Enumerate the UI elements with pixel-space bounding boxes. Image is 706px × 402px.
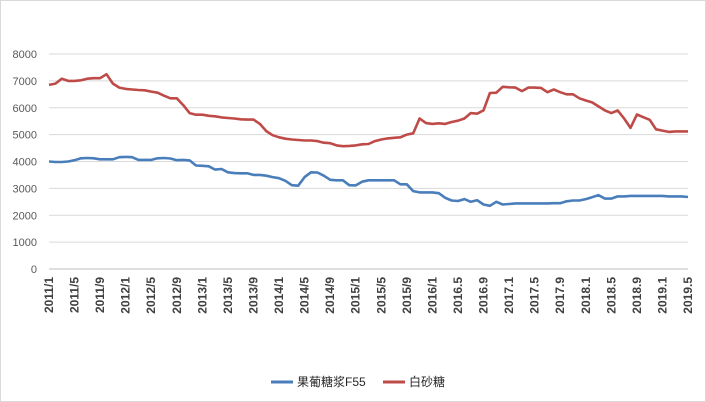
x-tick-label: 2014/9 (323, 277, 337, 314)
x-tick-label: 2013/9 (246, 277, 260, 314)
y-tick-label: 1000 (13, 237, 37, 249)
x-tick-label: 2019.5 (681, 277, 695, 314)
x-tick-label: 2013/5 (221, 277, 235, 314)
x-tick-label: 2016.5 (451, 277, 465, 314)
x-tick-label: 2017.9 (553, 277, 567, 314)
y-tick-label: 5000 (13, 130, 37, 142)
x-tick-label: 2011/9 (93, 277, 107, 313)
x-tick-label: 2018.1 (579, 277, 593, 314)
x-tick-label: 2013/1 (195, 277, 209, 314)
x-tick-label: 2012/9 (170, 277, 184, 314)
x-tick-label: 2014/5 (298, 277, 312, 314)
x-tick-label: 2017.1 (502, 277, 516, 314)
x-tick-label: 2018.9 (630, 277, 644, 314)
legend-label-series-2: 白砂糖 (409, 374, 445, 389)
y-tick-label: 7000 (13, 76, 37, 88)
y-tick-label: 0 (31, 264, 37, 276)
x-tick-label: 2015/9 (400, 277, 414, 314)
series-line-1 (48, 155, 689, 208)
y-tick-label: 2000 (13, 210, 37, 222)
y-tick-label: 3000 (13, 183, 37, 195)
x-tick-label: 2019.1 (655, 277, 669, 314)
series-lines (48, 72, 689, 208)
y-axis-ticks: 0 1000 2000 3000 4000 5000 6000 7000 8000 (13, 49, 37, 276)
y-tick-label: 6000 (13, 103, 37, 115)
x-tick-label: 2015/1 (349, 277, 363, 314)
x-tick-label: 2018.5 (604, 277, 618, 314)
x-tick-label: 2012/1 (119, 277, 133, 314)
x-tick-label: 2016.9 (477, 277, 491, 314)
y-tick-label: 8000 (13, 49, 37, 61)
y-tick-label: 4000 (13, 157, 37, 169)
legend: 果葡糖浆F55 白砂糖 (271, 374, 445, 389)
x-tick-label: 2011/1 (42, 277, 56, 313)
x-tick-label: 2016/1 (425, 277, 439, 314)
x-tick-label: 2017.5 (528, 277, 542, 314)
gridlines (49, 53, 688, 243)
x-tick-label: 2012/5 (144, 277, 158, 314)
x-axis-ticks: 2011/1 2011/5 2011/9 2012/1 2012/5 2012/9 2013… (42, 277, 695, 314)
x-tick-label: 2015/5 (374, 277, 388, 314)
x-tick-label: 2011/5 (68, 277, 82, 313)
x-tick-label: 2014/1 (272, 277, 286, 314)
legend-label-series-1: 果葡糖浆F55 (297, 374, 366, 389)
series-line-2 (48, 72, 688, 148)
